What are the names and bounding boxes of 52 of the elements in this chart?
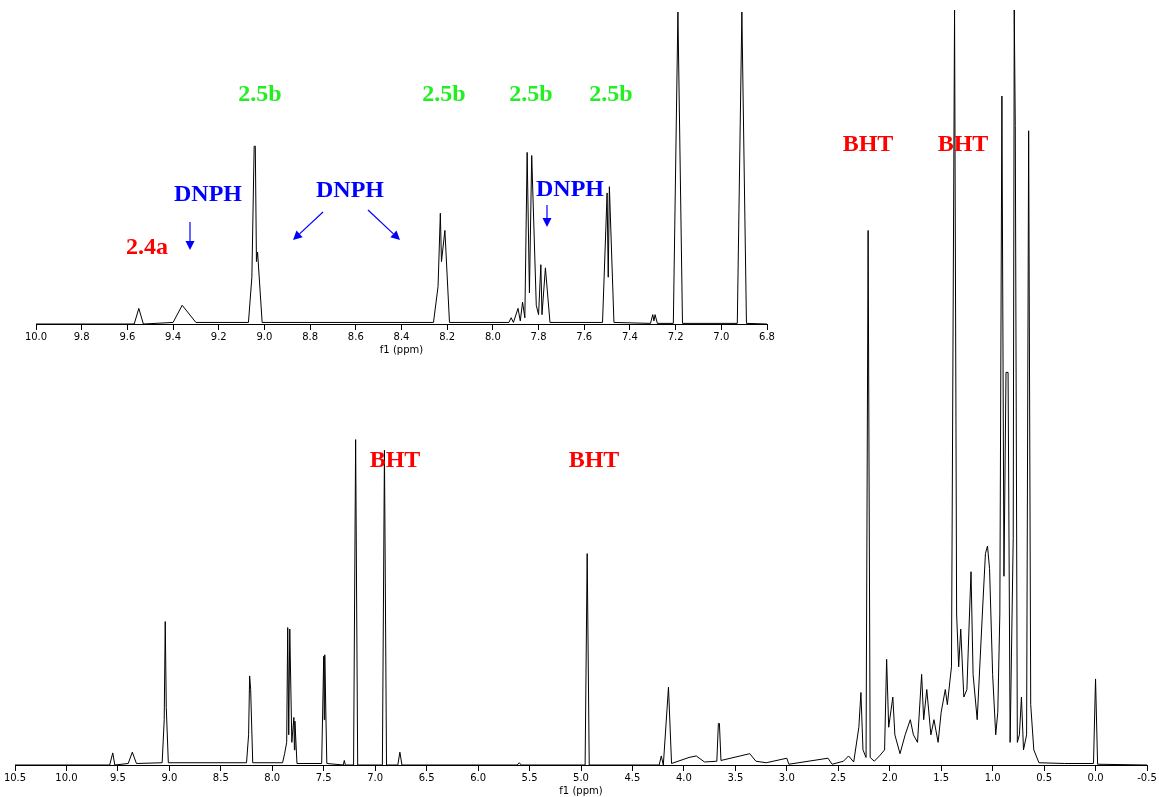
annotation: BHT: [842, 130, 894, 157]
x-tick-label: 9.0: [256, 330, 273, 342]
x-tick-label: 10.0: [24, 330, 48, 342]
x-tick-label: 7.8: [530, 330, 547, 342]
x-tick-label: 5.5: [521, 771, 538, 783]
x-tick-label: 8.6: [347, 330, 364, 342]
annotation: 2.5b: [589, 80, 633, 107]
x-tick-label: 9.5: [109, 771, 126, 783]
x-axis-title: f1 (ppm): [379, 343, 424, 355]
x-tick-label: 10.0: [55, 771, 78, 783]
x-tick-label: 1.5: [933, 771, 950, 783]
x-tick-label: 10.5: [3, 771, 27, 783]
x-tick-label: 0.0: [1087, 771, 1104, 783]
x-tick-label: 8.5: [212, 771, 229, 783]
x-tick-label: 1.0: [984, 771, 1001, 783]
annotation: 2.4a: [126, 233, 168, 260]
x-tick-label: 4.0: [675, 771, 692, 783]
x-tick-label: 2.5: [830, 771, 847, 783]
x-tick-label: 6.5: [418, 771, 435, 783]
x-tick-label: 9.8: [73, 330, 90, 342]
x-tick-label: 9.0: [161, 771, 178, 783]
annotation: 2.5b: [422, 80, 466, 107]
x-tick-label: 7.6: [576, 330, 593, 342]
annotation: 2.5b: [509, 80, 553, 107]
x-tick-label: -0.5: [1137, 771, 1157, 783]
x-tick-label: 3.5: [727, 771, 744, 783]
x-tick-label: 6.8: [759, 330, 775, 342]
x-tick-label: 7.0: [713, 330, 730, 342]
x-tick-label: 2.0: [881, 771, 898, 783]
x-tick-label: 8.0: [484, 330, 501, 342]
x-tick-label: 7.0: [367, 771, 384, 783]
x-tick-label: 3.0: [778, 771, 795, 783]
x-tick-label: 9.4: [165, 330, 182, 342]
x-tick-label: 4.5: [624, 771, 641, 783]
x-axis-title: f1 (ppm): [559, 784, 603, 796]
x-tick-label: 9.2: [210, 330, 227, 342]
x-tick-label: 9.6: [119, 330, 136, 342]
x-tick-label: 8.4: [393, 330, 410, 342]
annotation: DNPH: [174, 180, 243, 207]
x-tick-label: 7.4: [621, 330, 638, 342]
x-tick-label: 8.0: [264, 771, 281, 783]
x-tick-label: 0.5: [1036, 771, 1053, 783]
x-tick-label: 7.2: [667, 330, 684, 342]
annotation: 2.5b: [238, 80, 282, 107]
annotation: BHT: [568, 446, 620, 473]
x-tick-label: 8.2: [439, 330, 456, 342]
annotation: DNPH: [536, 175, 605, 202]
annotation: DNPH: [316, 176, 385, 203]
x-tick-label: 6.0: [470, 771, 487, 783]
x-tick-label: 7.5: [315, 771, 332, 783]
x-tick-label: 8.8: [302, 330, 319, 342]
x-tick-label: 5.0: [573, 771, 589, 783]
